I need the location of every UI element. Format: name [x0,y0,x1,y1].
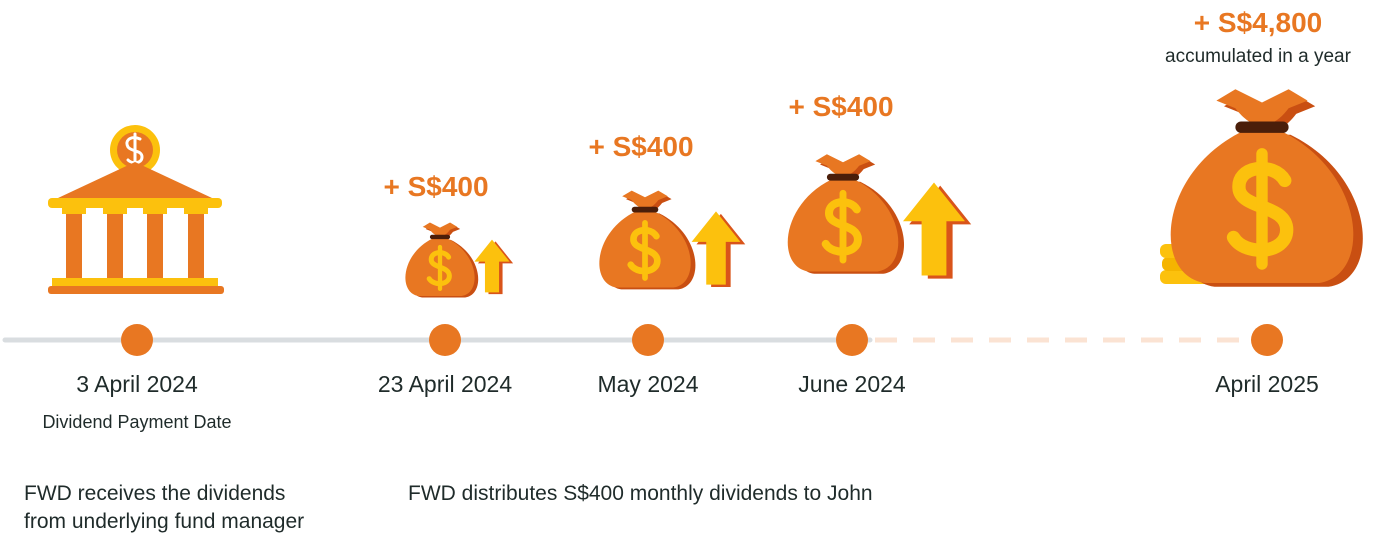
timeline-dot [632,324,664,356]
up-arrow [691,211,746,288]
amount-total: + S$4,800 [1194,7,1322,38]
description: FWD receives the dividends [24,482,285,505]
money-bag [599,191,695,290]
amount: + S$400 [788,91,893,122]
up-arrow [474,239,514,295]
amount: + S$400 [588,131,693,162]
description: from underlying fund manager [24,510,304,533]
timeline-dot [429,324,461,356]
description: FWD distributes S$400 monthly dividends … [408,482,873,505]
up-arrow [903,182,972,279]
money-bag-large [1171,89,1363,287]
date: June 2024 [798,371,906,397]
money-bag [788,154,904,274]
timeline-dot [1251,324,1283,356]
date-label: Dividend Payment Date [42,412,231,432]
date: 3 April 2024 [76,371,198,397]
bank-icon [48,125,224,294]
amount: + S$400 [383,171,488,202]
money-bag [405,223,478,298]
timeline-dot [121,324,153,356]
date: May 2024 [597,371,698,397]
timeline-dot [836,324,868,356]
date: April 2025 [1215,371,1319,397]
amount-note: accumulated in a year [1165,46,1352,67]
date: 23 April 2024 [378,371,512,397]
